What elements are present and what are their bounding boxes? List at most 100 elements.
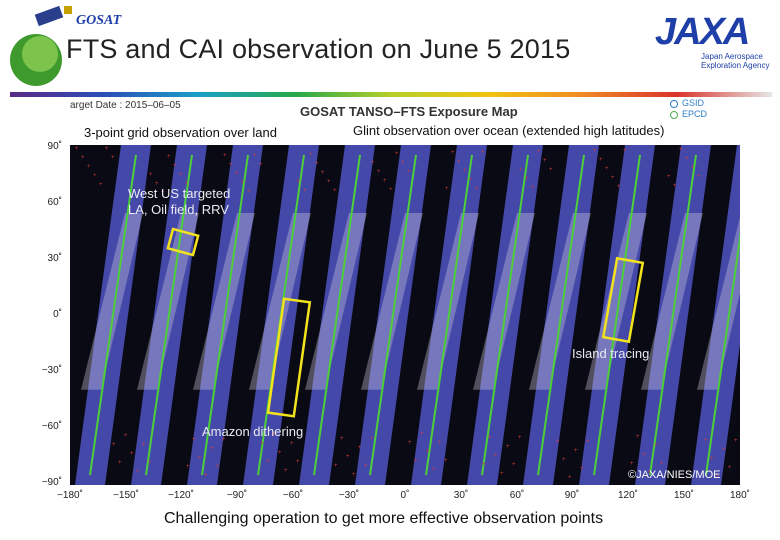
grid-mark: + — [192, 437, 196, 443]
grid-mark: + — [697, 174, 701, 180]
grid-mark: + — [518, 435, 522, 441]
ground-track — [537, 154, 585, 476]
grid-mark: + — [685, 156, 689, 162]
grid-mark: + — [358, 445, 362, 451]
ground-track — [369, 154, 417, 476]
grid-mark: + — [673, 183, 677, 189]
grid-mark: + — [210, 446, 214, 452]
target-date: arget Date : 2015–06–05 — [70, 100, 181, 111]
x-tick-label: 30˚ — [453, 490, 469, 501]
grid-mark: + — [568, 475, 572, 481]
swath — [691, 145, 740, 485]
ground-track — [201, 154, 249, 476]
slide-caption: Challenging operation to get more effect… — [164, 510, 604, 527]
grid-mark: + — [149, 172, 153, 178]
gosat-logo-text: GOSAT — [76, 13, 123, 28]
grid-mark: + — [667, 174, 671, 180]
grid-observation-marks: ++++++++++++++++++++++++++++++++++++++++… — [75, 146, 738, 481]
grid-mark: + — [296, 459, 300, 465]
cloud-cover — [641, 213, 703, 390]
ground-track — [313, 154, 361, 476]
annotation-island: Island tracing — [572, 346, 650, 361]
grid-mark: + — [519, 167, 523, 173]
y-tick-label: 60˚ — [47, 197, 62, 208]
grid-mark: + — [371, 160, 375, 166]
jaxa-subtitle-line1: Japan Aerospace — [701, 52, 763, 61]
grid-mark: + — [407, 169, 411, 175]
grid-mark: + — [179, 172, 183, 178]
grid-mark: + — [401, 160, 405, 166]
grid-mark: + — [340, 436, 344, 442]
grid-mark: + — [118, 460, 122, 466]
cloud-cover — [249, 213, 311, 390]
grid-mark: + — [383, 178, 387, 184]
ground-track — [593, 154, 641, 476]
grid-mark: + — [512, 462, 516, 468]
grid-mark: + — [432, 467, 436, 473]
header-rainbow-divider — [10, 92, 772, 97]
cloud-cover — [193, 213, 255, 390]
cloud-cover — [473, 213, 535, 390]
grid-mark: + — [414, 458, 418, 464]
grid-mark: + — [93, 173, 97, 179]
ground-track — [89, 154, 137, 476]
grid-mark: + — [185, 181, 189, 187]
ground-track — [481, 154, 529, 476]
island-target-box — [601, 256, 645, 344]
grid-mark: + — [549, 167, 553, 173]
x-tick-label: −180˚ — [57, 490, 83, 501]
x-tick-label: −30˚ — [338, 490, 360, 501]
grid-mark: + — [260, 441, 264, 447]
grid-mark: + — [290, 441, 294, 447]
grid-mark: + — [266, 459, 270, 465]
cloud-cover — [305, 213, 367, 390]
y-tick-label: 90˚ — [47, 141, 62, 152]
grid-mark: + — [691, 165, 695, 171]
grid-mark: + — [136, 469, 140, 475]
grid-mark: + — [364, 463, 368, 469]
circle-icon — [670, 99, 678, 108]
cloud-cover — [585, 213, 647, 390]
y-tick-label: 30˚ — [47, 253, 62, 264]
gosat-logo: GOSAT — [10, 5, 123, 86]
cloud-cover — [417, 213, 479, 390]
grid-mark: + — [303, 188, 307, 194]
annotation-westus-line2: LA, Oil field, RRV — [128, 202, 229, 217]
grid-mark: + — [710, 456, 714, 462]
grid-mark: + — [469, 177, 473, 183]
grid-mark: + — [155, 181, 159, 187]
legend-item-epcd: EPCD — [670, 109, 707, 120]
grid-mark: + — [235, 171, 239, 177]
x-tick-label: 60˚ — [509, 490, 525, 501]
grid-mark: + — [148, 460, 152, 466]
grid-mark: + — [537, 149, 541, 155]
grid-mark: + — [377, 169, 381, 175]
jaxa-logo-text: JAXA — [655, 11, 750, 53]
x-tick-label: −150˚ — [113, 490, 139, 501]
grid-mark: + — [722, 447, 726, 453]
grid-mark: + — [445, 186, 449, 192]
grid-mark: + — [315, 161, 319, 167]
grid-mark: + — [253, 153, 257, 159]
x-tick-label: 120˚ — [617, 490, 638, 501]
grid-mark: + — [611, 175, 615, 181]
amazon-target-box — [266, 297, 312, 418]
x-tick-label: 90˚ — [564, 490, 580, 501]
grid-mark: + — [488, 435, 492, 441]
grid-mark: + — [272, 432, 276, 438]
grid-mark: + — [562, 457, 566, 463]
grid-mark: + — [444, 458, 448, 464]
grid-mark: + — [204, 473, 208, 479]
grid-mark: + — [241, 180, 245, 186]
grid-mark: + — [111, 155, 115, 161]
grid-mark: + — [186, 464, 190, 470]
grid-mark: + — [327, 179, 331, 185]
grid-mark: + — [87, 164, 91, 170]
grid-mark: + — [642, 452, 646, 458]
grid-mark: + — [617, 184, 621, 190]
y-tick-label: −90˚ — [41, 477, 62, 488]
map-legend: GSID EPCD — [670, 98, 707, 120]
ground-track — [649, 154, 697, 476]
grid-mark: + — [654, 443, 658, 449]
y-tick-label: −30˚ — [41, 365, 62, 376]
